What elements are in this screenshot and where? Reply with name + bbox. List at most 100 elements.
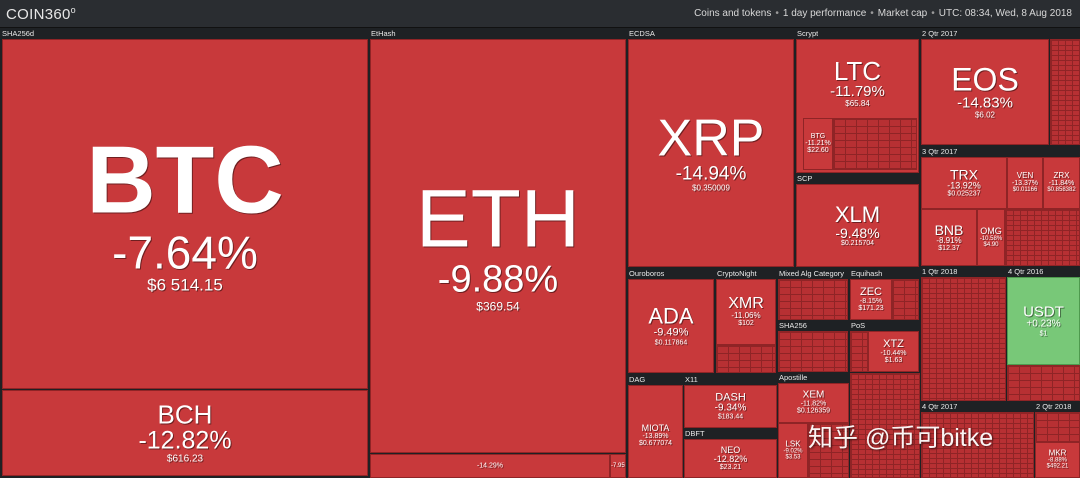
small-coins-cluster[interactable]: [1050, 39, 1080, 145]
coin-change: -12.82%: [138, 426, 232, 455]
sector-dag: DAG MIOTA -13.89% $0.677074: [627, 374, 683, 478]
tile-eos[interactable]: EOS -14.83% $6.02: [921, 39, 1049, 145]
coin-price: $616.23: [166, 453, 204, 465]
sector-misc: [849, 372, 920, 478]
sector-dbft: DBFT NEO -12.82% $23.21: [683, 428, 777, 478]
small-coins-cluster[interactable]: [921, 412, 1034, 478]
coin-change: -9.49%: [653, 326, 689, 339]
coin-symbol: TRX: [950, 166, 978, 183]
sector-label: Mixed Alg Category: [779, 269, 845, 278]
coin-change: -14.94%: [675, 163, 747, 185]
coin-symbol: DASH: [715, 390, 746, 403]
coin-change: -8.88%: [1047, 457, 1067, 464]
tile-bch[interactable]: BCH -12.82% $616.23: [2, 390, 368, 476]
coin-change: -10.58%: [979, 235, 1003, 242]
sector-label: 1 Qtr 2018: [922, 267, 958, 276]
coin-symbol: VEN: [1016, 171, 1034, 181]
tile-xmr[interactable]: XMR -11.06% $102: [716, 279, 776, 345]
small-coins-cluster[interactable]: [808, 423, 849, 478]
small-coins-cluster[interactable]: [778, 279, 848, 320]
tile-xtz[interactable]: XTZ -10.44% $1.63: [868, 331, 919, 372]
view-filter[interactable]: Coins and tokens: [694, 8, 772, 19]
coin-change: -12.82%: [713, 453, 748, 464]
small-coins-cluster[interactable]: [1035, 412, 1080, 442]
tile-neo[interactable]: NEO -12.82% $23.21: [684, 439, 777, 478]
tile-lsk[interactable]: LSK -9.02% $3.53: [778, 423, 808, 478]
tile-ada[interactable]: ADA -9.49% $0.117864: [628, 279, 714, 373]
coin-price: $4.90: [983, 241, 999, 248]
sector-sha256d: SHA256d BTC -7.64% $6 514.15 BCH -12.82%…: [0, 28, 369, 478]
tile-xem[interactable]: XEM -11.82% $0.126359: [778, 383, 849, 423]
sector-x11: X11 DASH -9.34% $183.44: [683, 374, 777, 428]
sector-cryptonight: CryptoNight XMR -11.06% $102: [715, 268, 777, 374]
coin-symbol: LSK: [785, 439, 801, 449]
small-coins-cluster[interactable]: [892, 279, 919, 320]
tile-zrx[interactable]: ZRX -11.84% $0.858382: [1043, 157, 1080, 209]
sector-label: SHA256d: [2, 29, 35, 38]
coin-price: $171.23: [858, 304, 884, 312]
tile-usdt[interactable]: USDT +0.23% $1: [1007, 277, 1080, 365]
small-coins-cluster[interactable]: [850, 373, 920, 478]
tile-xrp[interactable]: XRP -14.94% $0.350009: [628, 39, 794, 267]
small-coins-cluster[interactable]: [778, 331, 848, 372]
timestamp: UTC: 08:34, Wed, 8 Aug 2018: [938, 8, 1072, 19]
app-logo[interactable]: COIN360o: [6, 5, 76, 23]
small-coins-cluster[interactable]: [716, 345, 776, 373]
coin-symbol: ETH: [416, 173, 580, 265]
period-filter[interactable]: 1 day performance: [782, 8, 867, 19]
tile-mini[interactable]: -7.95%: [610, 454, 626, 478]
sector-q2-2018: 2 Qtr 2018 MKR -8.88% $492.21: [1034, 401, 1080, 478]
logo-text: COIN360: [6, 6, 71, 23]
tile-mkr[interactable]: MKR -8.88% $492.21: [1035, 442, 1080, 478]
coin-price: $22.60: [807, 147, 829, 155]
coin-symbol: XRP: [657, 109, 765, 168]
sector-label: ECDSA: [629, 29, 655, 38]
tile-bnb[interactable]: BNB -8.91% $12.37: [921, 209, 977, 266]
coin-symbol: ADA: [648, 303, 694, 329]
coin-symbol: LTC: [833, 56, 882, 86]
coin-change: -8.15%: [859, 297, 883, 305]
sector-label: Scrypt: [797, 29, 819, 38]
tile-xlm[interactable]: XLM -9.48% $0.215704: [796, 184, 919, 267]
sector-label: EtHash: [371, 29, 396, 38]
sector-ecdsa: ECDSA XRP -14.94% $0.350009: [627, 28, 795, 268]
small-coins-cluster[interactable]: [833, 118, 917, 170]
sector-label: 2 Qtr 2017: [922, 29, 958, 38]
tile-dash[interactable]: DASH -9.34% $183.44: [684, 385, 777, 428]
coin-symbol: XTZ: [883, 337, 904, 350]
coin-price: $0.01166: [1012, 187, 1038, 194]
tile-btc[interactable]: BTC -7.64% $6 514.15: [2, 39, 368, 389]
coin-change: -11.21%: [805, 139, 831, 147]
small-coins-cluster[interactable]: [850, 331, 868, 372]
coin-symbol: MKR: [1048, 448, 1067, 458]
sector-pos: PoS XTZ -10.44% $1.63: [849, 320, 919, 372]
metric-filter[interactable]: Market cap: [877, 8, 928, 19]
tile-omg[interactable]: OMG -10.58% $4.90: [977, 209, 1005, 266]
coin-price: $23.21: [719, 463, 742, 471]
coin-price: $0.215704: [840, 240, 875, 247]
small-coins-cluster[interactable]: [1005, 209, 1080, 266]
coin-price: $0.025237: [947, 190, 981, 198]
coin-price: $12.37: [938, 244, 960, 252]
sector-label: DBFT: [685, 429, 705, 438]
tile-zec[interactable]: ZEC -8.15% $171.23: [850, 279, 892, 320]
tile-miota[interactable]: MIOTA -13.89% $0.677074: [628, 385, 683, 478]
coin-price: $1.63: [884, 356, 903, 364]
sector-label: 3 Qtr 2017: [922, 147, 958, 156]
tile-btg[interactable]: BTG -11.21% $22.60: [803, 118, 833, 170]
small-coins-cluster[interactable]: [921, 277, 1006, 401]
top-bar: COIN360o Coins and tokens • 1 day performa…: [0, 0, 1080, 28]
tile-etc[interactable]: -14.29%: [370, 454, 610, 478]
tile-trx[interactable]: TRX -13.92% $0.025237: [921, 157, 1007, 209]
small-coins-cluster[interactable]: [1007, 365, 1080, 401]
tile-ven[interactable]: VEN -13.37% $0.01166: [1007, 157, 1043, 209]
sector-label: PoS: [851, 321, 866, 330]
coin-price: $0.858382: [1047, 187, 1076, 194]
coin-price: $3.53: [785, 454, 801, 461]
coin-change: -7.64%: [112, 226, 258, 279]
coin-price: $65.84: [845, 98, 870, 108]
coin-change: -13.37%: [1011, 180, 1039, 188]
tile-eth[interactable]: ETH -9.88% $369.54: [370, 39, 626, 453]
coin-change: -11.84%: [1048, 180, 1075, 188]
coin-change: -11.79%: [830, 83, 885, 100]
